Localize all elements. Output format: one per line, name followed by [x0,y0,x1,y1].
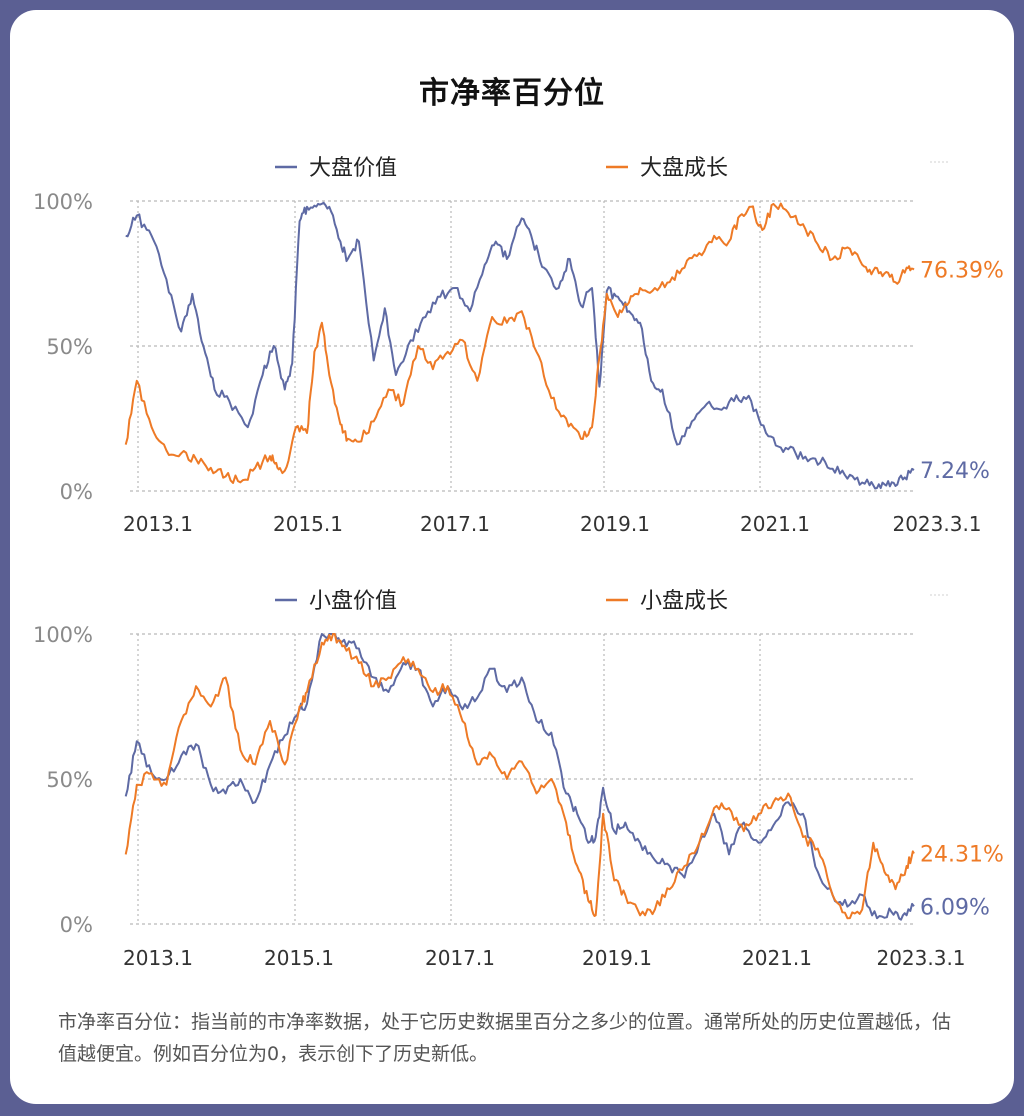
x-tick-label: 2021.1 [742,946,812,970]
x-tick-label: 2023.3.1 [876,946,965,970]
legend-label: 小盘价值 [309,589,397,614]
y-tick-label: 0% [60,913,93,937]
end-value-label: 76.39% [920,258,1004,283]
footnote: 市净率百分位：指当前的市净率数据，处于它历史数据里百分之多少的位置。通常所处的历… [58,1011,952,1065]
x-tick-label: 2015.1 [264,946,334,970]
y-tick-label: 0% [60,480,93,504]
y-tick-label: 100% [33,190,93,214]
x-tick-label: 2015.1 [273,512,343,536]
legend-label: 大盘成长 [640,156,728,181]
legend-label: 大盘价值 [309,156,397,181]
x-tick-label: 2013.1 [123,512,193,536]
end-value-label: 7.24% [920,459,990,484]
x-tick-label: 2019.1 [580,512,650,536]
legend-label: 小盘成长 [640,589,728,614]
chart-2: 0% 50% 100% 2013.1 2015.1 2017.1 2019.1 2021.1 2… [33,589,1004,970]
y-tick-label: 50% [46,335,93,359]
y-tick-label: 100% [33,623,93,647]
card: 市净率百分位 [10,10,1014,1104]
x-tick-label: 2019.1 [582,946,652,970]
series-line-value [124,633,915,921]
chart-1: 0% 50% 100% 2013.1 2015.1 2017.1 2019.1 2021.1 2… [33,156,1004,536]
end-value-label: 6.09% [920,895,990,920]
x-tick-label: 2017.1 [425,946,495,970]
page-title: 市净率百分位 [413,68,611,112]
title-wrap: 市净率百分位 [10,68,1014,112]
series-line-growth [124,633,915,920]
series-line-growth [124,202,915,484]
x-tick-label: 2023.3.1 [892,512,981,536]
x-tick-label: 2017.1 [420,512,490,536]
x-tick-label: 2013.1 [123,946,193,970]
series-line-value [125,201,915,490]
x-tick-label: 2021.1 [740,512,810,536]
y-tick-label: 50% [46,768,93,792]
end-value-label: 24.31% [920,843,1004,868]
